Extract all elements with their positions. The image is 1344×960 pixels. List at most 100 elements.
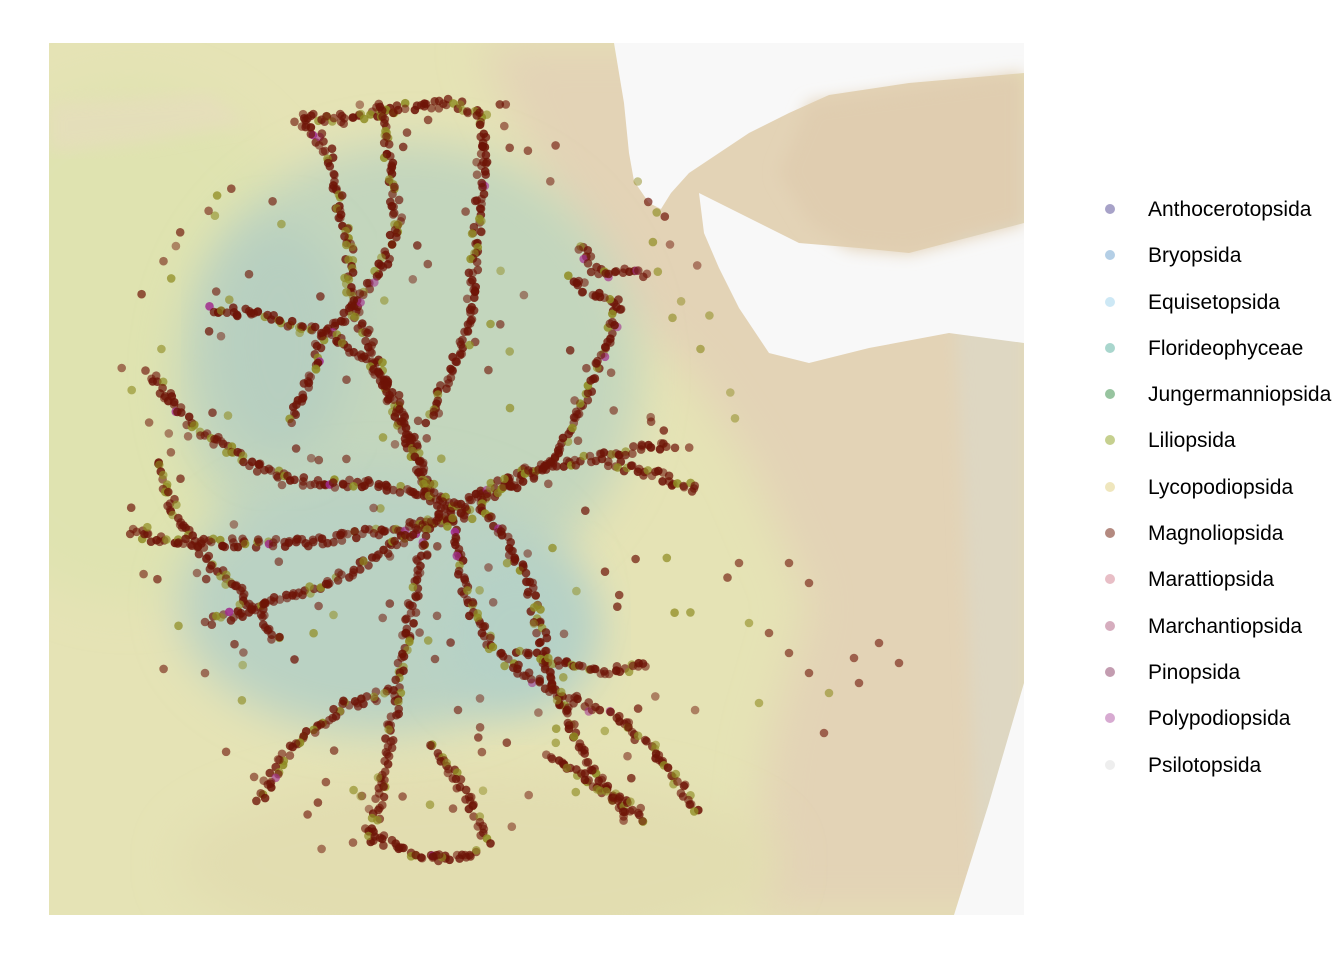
occurrence-point — [472, 846, 481, 855]
occurrence-point — [493, 476, 502, 485]
occurrence-point — [589, 664, 598, 673]
occurrence-point — [730, 414, 740, 423]
occurrence-point — [488, 598, 498, 607]
occurrence-point — [449, 498, 459, 507]
occurrence-point — [297, 321, 306, 331]
occurrence-point — [534, 638, 544, 648]
occurrence-point — [641, 662, 650, 671]
occurrence-point — [356, 298, 365, 307]
occurrence-point — [239, 648, 248, 657]
occurrence-point — [376, 504, 385, 513]
occurrence-point — [177, 408, 186, 417]
occurrence-point — [472, 257, 482, 267]
occurrence-point — [222, 448, 231, 457]
occurrence-point — [849, 653, 859, 663]
occurrence-point — [636, 445, 646, 454]
occurrence-point — [523, 587, 533, 597]
occurrence-point — [225, 607, 234, 617]
occurrence-point — [662, 553, 672, 563]
occurrence-point — [223, 411, 233, 420]
occurrence-point — [574, 245, 584, 254]
occurrence-point — [599, 448, 609, 457]
legend-label: Psilotopsida — [1148, 753, 1262, 777]
occurrence-point — [259, 776, 268, 785]
occurrence-point — [227, 184, 236, 193]
occurrence-point — [568, 423, 577, 433]
occurrence-point — [378, 613, 388, 623]
occurrence-point — [342, 454, 351, 464]
occurrence-point — [459, 514, 469, 523]
occurrence-point — [244, 269, 254, 279]
occurrence-point — [157, 344, 166, 354]
occurrence-point — [453, 768, 462, 777]
occurrence-point — [586, 252, 596, 261]
legend-item-magnoliopsida: Magnoliopsida — [1096, 512, 1344, 558]
legend-key — [1105, 574, 1115, 585]
occurrence-point — [233, 311, 242, 321]
legend-item-bryopsida: Bryopsida — [1096, 234, 1344, 280]
occurrence-point — [306, 453, 316, 463]
legend-key — [1105, 204, 1115, 214]
occurrence-point — [371, 794, 380, 803]
occurrence-point — [462, 294, 472, 304]
legend-key — [1105, 389, 1115, 400]
occurrence-point — [348, 245, 358, 254]
occurrence-point — [445, 855, 454, 865]
occurrence-point — [378, 262, 388, 272]
occurrence-point — [466, 254, 475, 264]
occurrence-point — [349, 568, 358, 577]
occurrence-point — [545, 667, 555, 677]
occurrence-point — [373, 773, 383, 782]
occurrence-point — [634, 266, 643, 275]
legend-label: Pinopsida — [1148, 660, 1241, 684]
occurrence-point — [487, 512, 496, 522]
occurrence-point — [353, 702, 363, 711]
occurrence-point — [189, 421, 199, 430]
occurrence-point — [633, 704, 643, 713]
occurrence-point — [221, 747, 231, 757]
occurrence-point — [469, 812, 478, 821]
occurrence-point — [301, 539, 310, 548]
occurrence-point — [355, 565, 365, 574]
occurrence-point — [159, 256, 168, 266]
occurrence-point — [166, 448, 176, 457]
legend-key — [1105, 342, 1115, 353]
occurrence-point — [277, 480, 287, 490]
occurrence-point — [524, 650, 533, 660]
occurrence-point — [488, 642, 498, 652]
occurrence-point — [480, 622, 490, 631]
occurrence-point — [314, 455, 324, 465]
occurrence-point — [457, 349, 467, 359]
occurrence-point — [631, 554, 640, 564]
occurrence-point — [400, 412, 410, 422]
occurrence-point — [338, 317, 348, 327]
occurrence-point — [253, 307, 263, 317]
occurrence-point — [392, 232, 401, 242]
occurrence-point — [651, 467, 660, 477]
occurrence-point — [244, 608, 254, 617]
occurrence-point — [299, 731, 308, 741]
occurrence-point — [468, 276, 477, 285]
occurrence-point — [408, 275, 418, 284]
occurrence-point — [212, 191, 222, 200]
occurrence-point — [754, 698, 764, 708]
occurrence-point — [475, 120, 485, 129]
occurrence-point — [164, 429, 174, 438]
occurrence-point — [211, 287, 221, 296]
occurrence-point — [144, 418, 154, 427]
occurrence-point — [347, 311, 357, 320]
occurrence-point — [387, 240, 397, 249]
occurrence-point — [521, 568, 531, 578]
occurrence-point — [229, 520, 239, 529]
occurrence-point — [364, 804, 374, 814]
occurrence-point — [367, 813, 377, 823]
occurrence-point — [455, 100, 465, 109]
legend-label: Marchantiopsida — [1148, 614, 1303, 638]
occurrence-point — [287, 418, 296, 428]
occurrence-point — [391, 675, 401, 685]
occurrence-point — [606, 707, 615, 717]
occurrence-point — [413, 241, 422, 250]
occurrence-point — [551, 738, 561, 748]
legend-key — [1105, 666, 1115, 677]
occurrence-point — [230, 639, 239, 649]
